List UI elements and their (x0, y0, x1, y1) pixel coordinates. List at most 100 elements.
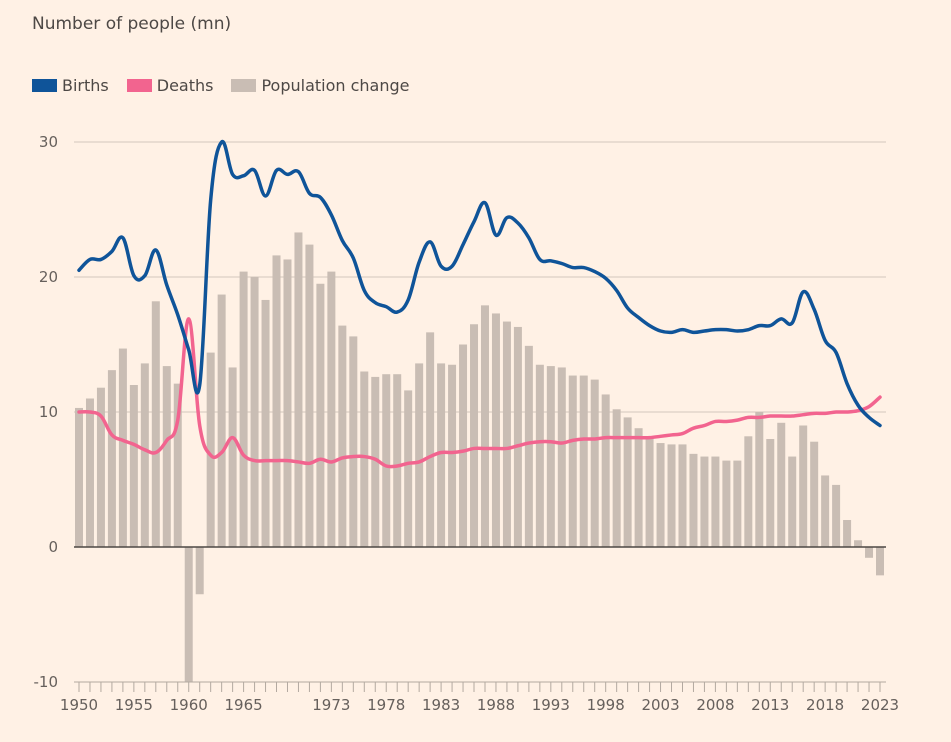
x-tick-label: 2023 (861, 696, 899, 714)
x-tick-label: 1960 (170, 696, 208, 714)
population-change-bar (162, 366, 171, 547)
population-change-bar (250, 277, 259, 547)
population-change-bar (118, 348, 127, 547)
y-tick-label: 20 (39, 268, 58, 286)
population-change-bar (634, 428, 643, 547)
population-change-bar (876, 547, 884, 576)
population-change-bar (96, 387, 105, 547)
population-change-bar (239, 271, 248, 547)
population-change-bar (535, 364, 544, 547)
legend-swatch-deaths (126, 79, 152, 92)
population-change-bar (711, 456, 720, 547)
population-change-bar (349, 336, 358, 547)
x-tick-label: 1955 (115, 696, 153, 714)
population-change-bar (261, 299, 270, 547)
x-tick-label: 1998 (587, 696, 625, 714)
population-change-bar (744, 436, 753, 547)
population-change-bar (272, 255, 281, 547)
population-change-bar (667, 444, 676, 547)
population-change-bar (689, 453, 698, 547)
x-tick-label: 1988 (477, 696, 515, 714)
population-change-bar (524, 345, 533, 547)
population-change-bar (151, 301, 160, 547)
population-change-bar (217, 294, 226, 547)
population-change-bar (546, 366, 555, 547)
population-change-bar (404, 390, 413, 547)
population-change-bar (568, 375, 577, 547)
population-change-bar (557, 367, 566, 547)
population-change-bar (843, 520, 852, 547)
population-change-bars (75, 232, 884, 682)
population-change-bar (810, 441, 819, 547)
x-tick-label: 1950 (60, 696, 98, 714)
population-change-bar (371, 376, 380, 547)
population-change-bar (426, 332, 435, 547)
legend-item-deaths: Deaths (126, 76, 214, 95)
legend-label-births: Births (62, 76, 109, 95)
population-change-bar (283, 259, 292, 547)
chart-subtitle: Number of people (mn) (32, 14, 232, 34)
population-change-bar (733, 460, 742, 547)
population-change-bar (700, 456, 709, 547)
population-change-bar (129, 385, 138, 547)
legend-swatch-births (32, 79, 57, 92)
population-change-bar (799, 425, 808, 547)
y-tick-label: -10 (34, 673, 59, 691)
population-change-bar (195, 547, 204, 595)
population-change-bar (448, 364, 457, 547)
population-change-bar (491, 313, 500, 547)
population-change-bar (305, 244, 314, 547)
population-change-bar (601, 394, 610, 547)
population-change-bar (513, 326, 522, 547)
population-change-bar (360, 371, 369, 547)
population-change-bar (294, 232, 303, 547)
population-change-bar (107, 370, 116, 547)
population-change-bar (316, 283, 325, 547)
legend-label-population-change: Population change (261, 76, 410, 95)
x-tick-label: 1965 (224, 696, 262, 714)
population-change-bar (821, 475, 830, 547)
deaths-line (77, 317, 882, 469)
population-change-bar (206, 352, 215, 547)
population-change-bar (623, 417, 632, 547)
population-change-bar (85, 398, 94, 547)
x-tick-label: 2013 (751, 696, 789, 714)
y-axis-labels: 30 20 10 0 -10 (34, 133, 59, 691)
population-change-bar (382, 374, 391, 547)
x-tick-label: 1993 (532, 696, 570, 714)
population-change-bar (766, 439, 775, 547)
population-change-bar (722, 460, 731, 547)
population-change-bar (184, 547, 193, 682)
x-tick-label: 1983 (422, 696, 460, 714)
y-tick-label: 0 (48, 538, 58, 556)
population-change-bar (579, 375, 588, 547)
y-tick-label: 30 (39, 133, 58, 151)
population-change-bar (656, 443, 665, 547)
population-change-bar (777, 422, 786, 547)
population-change-bar (140, 363, 149, 547)
population-change-bar (590, 379, 599, 547)
x-tick-label: 1978 (367, 696, 405, 714)
population-change-bar (854, 540, 863, 547)
x-tick-label: 2003 (641, 696, 679, 714)
population-change-bar (415, 363, 424, 547)
population-change-bar (832, 484, 841, 547)
population-change-bar (612, 409, 621, 547)
population-change-bar (228, 367, 237, 547)
population-change-bar (393, 374, 402, 547)
population-change-bar (502, 321, 511, 547)
legend-label-deaths: Deaths (156, 76, 214, 95)
population-change-bar (645, 437, 654, 547)
population-change-bar (470, 324, 479, 547)
population-change-bar (459, 344, 468, 547)
population-change-bar (437, 363, 446, 547)
population-change-bar (173, 383, 182, 547)
population-change-bar (75, 407, 83, 547)
population-change-bar (678, 444, 687, 547)
x-tick-label: 1973 (312, 696, 350, 714)
population-change-bar (480, 305, 489, 547)
legend: Births Deaths Population change (32, 76, 428, 95)
series-lines (77, 140, 882, 469)
population-change-bar (755, 412, 764, 547)
